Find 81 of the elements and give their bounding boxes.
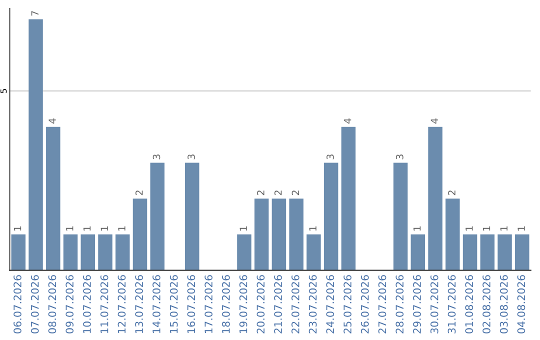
bar: [63, 234, 78, 270]
data-label: 3: [326, 154, 334, 160]
data-label: 1: [518, 226, 525, 231]
data-label: 1: [14, 226, 22, 231]
x-tick-label: 16.07.2026: [187, 275, 196, 333]
x-tick-label: 24.07.2026: [326, 275, 334, 334]
x-tick-label: 01.08.2026: [465, 275, 474, 334]
x-tick-label: 12.07.2026: [118, 275, 126, 333]
bar: [480, 234, 495, 270]
data-label: 1: [500, 226, 508, 231]
data-label: 2: [448, 190, 456, 196]
bar: [132, 198, 148, 270]
data-label: 2: [274, 190, 282, 196]
bar: [254, 198, 269, 270]
data-label: 1: [118, 226, 126, 231]
bar: [341, 126, 356, 270]
x-tick-label: 17.07.2026: [204, 275, 212, 333]
bar: [515, 234, 530, 270]
data-label: 1: [66, 226, 74, 231]
bar: [498, 234, 512, 270]
x-tick-label: 30.07.2026: [430, 275, 438, 334]
bar: [446, 198, 460, 270]
x-tick-label: 23.07.2026: [308, 275, 317, 334]
x-tick-label: 14.07.2026: [152, 275, 160, 333]
bar: [237, 234, 252, 270]
x-tick-label: 11.07.2026: [100, 275, 108, 333]
x-tick-label: 13.07.2026: [135, 275, 144, 333]
x-tick-label: 26.07.2026: [360, 275, 369, 334]
bar: [184, 162, 200, 270]
x-tick-label: 25.07.2026: [344, 275, 352, 334]
data-label: 3: [188, 154, 195, 160]
data-label: 3: [152, 154, 160, 160]
x-tick-label: 18.07.2026: [222, 275, 230, 333]
bar: [306, 234, 321, 270]
x-tick-label: 09.07.2026: [66, 275, 74, 334]
data-label: 1: [309, 226, 316, 231]
x-tick-label: 29.07.2026: [413, 275, 421, 334]
y-tick-label: 5: [0, 89, 7, 93]
x-tick-label: 07.07.2026: [30, 275, 39, 334]
data-label: 1: [466, 226, 473, 231]
bar: [98, 234, 112, 270]
x-tick-label: 20.07.2026: [256, 275, 265, 334]
x-tick-label: 21.07.2026: [274, 275, 282, 334]
data-label: 1: [482, 226, 490, 231]
data-label: 3: [396, 154, 404, 160]
bar: [393, 162, 408, 270]
bar: [46, 126, 60, 270]
x-tick-label: 15.07.2026: [170, 275, 178, 333]
bar: [428, 126, 442, 270]
bar: [462, 234, 478, 270]
x-tick-label: 22.07.2026: [291, 275, 300, 334]
bar: [272, 198, 286, 270]
data-label: 2: [292, 190, 300, 196]
bar: [289, 198, 304, 270]
data-label: 4: [430, 118, 438, 124]
bar: [11, 234, 26, 270]
data-label: 1: [414, 226, 421, 231]
data-label: 4: [344, 118, 352, 124]
x-tick-label: 19.07.2026: [239, 275, 248, 333]
bar: [324, 162, 338, 270]
data-label: 2: [135, 190, 143, 196]
data-label: 7: [31, 11, 38, 16]
x-tick-label: 28.07.2026: [396, 275, 404, 334]
x-tick-label: 06.07.2026: [14, 275, 22, 334]
x-tick-label: 27.07.2026: [378, 275, 386, 334]
x-tick-label: 03.08.2026: [500, 275, 508, 334]
x-tick-label: 08.07.2026: [48, 275, 56, 334]
bar: [116, 234, 130, 270]
bar: [410, 234, 426, 270]
bar: [28, 19, 43, 270]
x-tick-label: 10.07.2026: [83, 275, 91, 333]
x-tick-label: 31.07.2026: [448, 275, 456, 334]
x-tick-label: 04.08.2026: [517, 275, 526, 334]
x-tick-label: 02.08.2026: [482, 275, 490, 334]
bar: [150, 162, 164, 270]
data-label: 1: [240, 226, 247, 231]
bar: [80, 234, 96, 270]
data-label: 1: [83, 226, 91, 231]
data-label: 1: [100, 226, 108, 231]
data-label: 4: [48, 118, 56, 124]
data-label: 2: [257, 190, 264, 196]
